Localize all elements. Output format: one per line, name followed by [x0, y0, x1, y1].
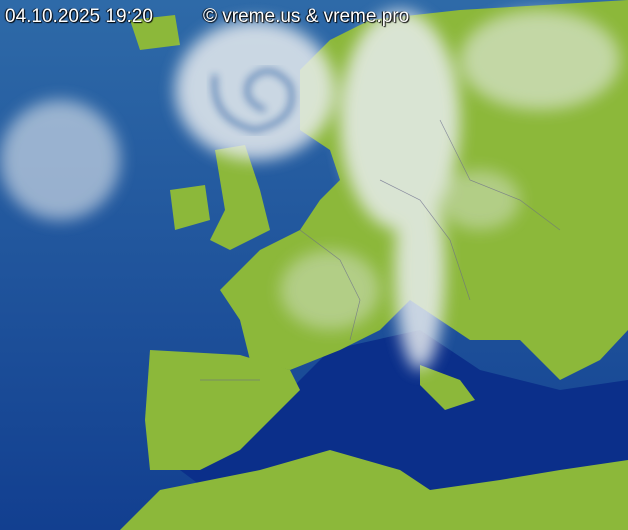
copyright-label: © vreme.us & vreme.pro [203, 6, 410, 27]
clouds [0, 10, 620, 370]
borders [200, 119, 561, 381]
timestamp-label: 04.10.2025 19:20 [5, 6, 153, 27]
mediterranean-sea [180, 330, 628, 500]
cyclone-swirl [212, 68, 295, 133]
